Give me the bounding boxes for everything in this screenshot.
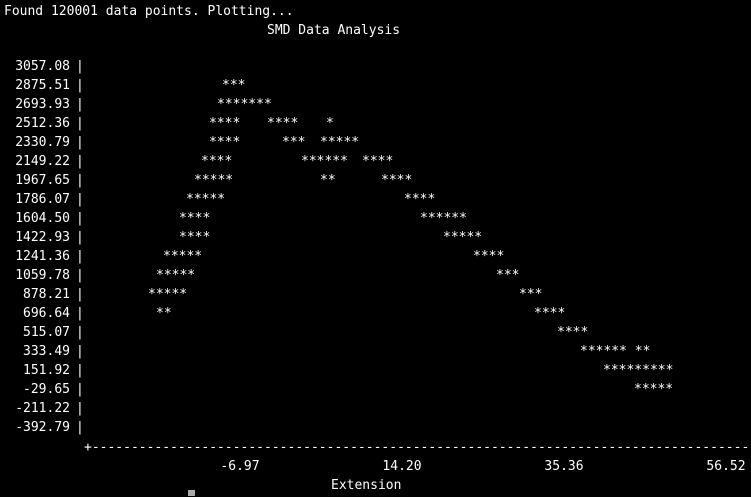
x-axis-label: Extension [331,478,402,493]
data-point-mark: **** [557,325,589,340]
y-tick-label: 878.21 [23,287,70,302]
y-axis-tick: | [76,78,84,93]
data-point-mark: **** [201,154,233,169]
data-point-mark: ***** [443,230,483,245]
data-point-mark: ***** [163,249,203,264]
y-axis-tick: | [76,344,84,359]
data-point-mark: ******* [217,97,272,112]
y-axis-tick: | [76,192,84,207]
y-tick-label: -29.65 [23,382,70,397]
y-tick-label: 2875.51 [15,78,70,93]
data-point-mark: ********* [603,363,674,378]
y-tick-label: 151.92 [23,363,70,378]
data-point-mark: ***** [320,135,360,150]
y-tick-label: 1422.93 [15,230,70,245]
x-tick-label: 56.52 [706,459,746,474]
y-axis-tick: | [76,135,84,150]
y-tick-label: 515.07 [23,325,70,340]
x-tick-label: 14.20 [382,459,422,474]
data-point-mark: **** [362,154,394,169]
y-tick-label: 2330.79 [15,135,70,150]
y-axis-tick: | [76,59,84,74]
y-axis-tick: | [76,325,84,340]
terminal-cursor [188,490,195,496]
data-point-mark: ***** [634,382,674,397]
data-point-mark: **** [534,306,566,321]
y-tick-label: 2693.93 [15,97,70,112]
y-axis-tick: | [76,116,84,131]
y-axis-tick: | [76,249,84,264]
y-axis-tick: | [76,97,84,112]
y-axis-tick: | [76,363,84,378]
data-point-mark: ***** [156,268,196,283]
status-line: Found 120001 data points. Plotting... [4,4,294,19]
y-axis-tick: | [76,401,84,416]
y-tick-label: 333.49 [23,344,70,359]
data-point-mark: **** [179,230,211,245]
y-tick-label: 2512.36 [15,116,70,131]
y-axis-tick: | [76,420,84,435]
data-point-mark: ****** ** [580,344,651,359]
y-tick-label: -392.79 [15,420,70,435]
y-tick-label: 1059.78 [15,268,70,283]
data-point-mark: **** [179,211,211,226]
data-point-mark: *** [282,135,306,150]
y-tick-label: 1241.36 [15,249,70,264]
y-axis-tick: | [76,268,84,283]
data-point-mark: ***** [148,287,188,302]
y-axis-tick: | [76,287,84,302]
y-axis-tick: | [76,382,84,397]
data-point-mark: **** [209,135,241,150]
y-axis-tick: | [76,306,84,321]
data-point-mark: ** [320,173,336,188]
x-tick-label: 35.36 [544,459,584,474]
chart-title: SMD Data Analysis [267,23,401,38]
y-axis-tick: | [76,230,84,245]
y-tick-label: -211.22 [15,401,70,416]
data-point-mark: **** [404,192,436,207]
data-point-mark: *** [519,287,543,302]
x-tick-label: -6.97 [220,459,260,474]
data-point-mark: ***** [186,192,226,207]
y-tick-label: 3057.08 [15,59,70,74]
data-point-mark: ****** [301,154,348,169]
data-point-mark: **** [473,249,505,264]
y-tick-label: 1967.65 [15,173,70,188]
y-axis-tick: | [76,154,84,169]
y-axis-tick: | [76,211,84,226]
y-tick-label: 1604.50 [15,211,70,226]
y-tick-label: 696.64 [23,306,70,321]
data-point-mark: **** [381,173,413,188]
data-point-mark: *** [496,268,520,283]
y-tick-label: 1786.07 [15,192,70,207]
y-tick-label: 2149.22 [15,154,70,169]
data-point-mark: ***** [194,173,234,188]
data-point-mark: ****** [420,211,467,226]
data-point-mark: ** [156,306,172,321]
y-axis-tick: | [76,173,84,188]
data-point-mark: **** [209,116,241,131]
data-point-mark: * [326,116,334,131]
data-point-mark: **** [267,116,299,131]
data-point-mark: *** [222,78,246,93]
x-axis-line: +---------------------------------------… [84,440,751,455]
